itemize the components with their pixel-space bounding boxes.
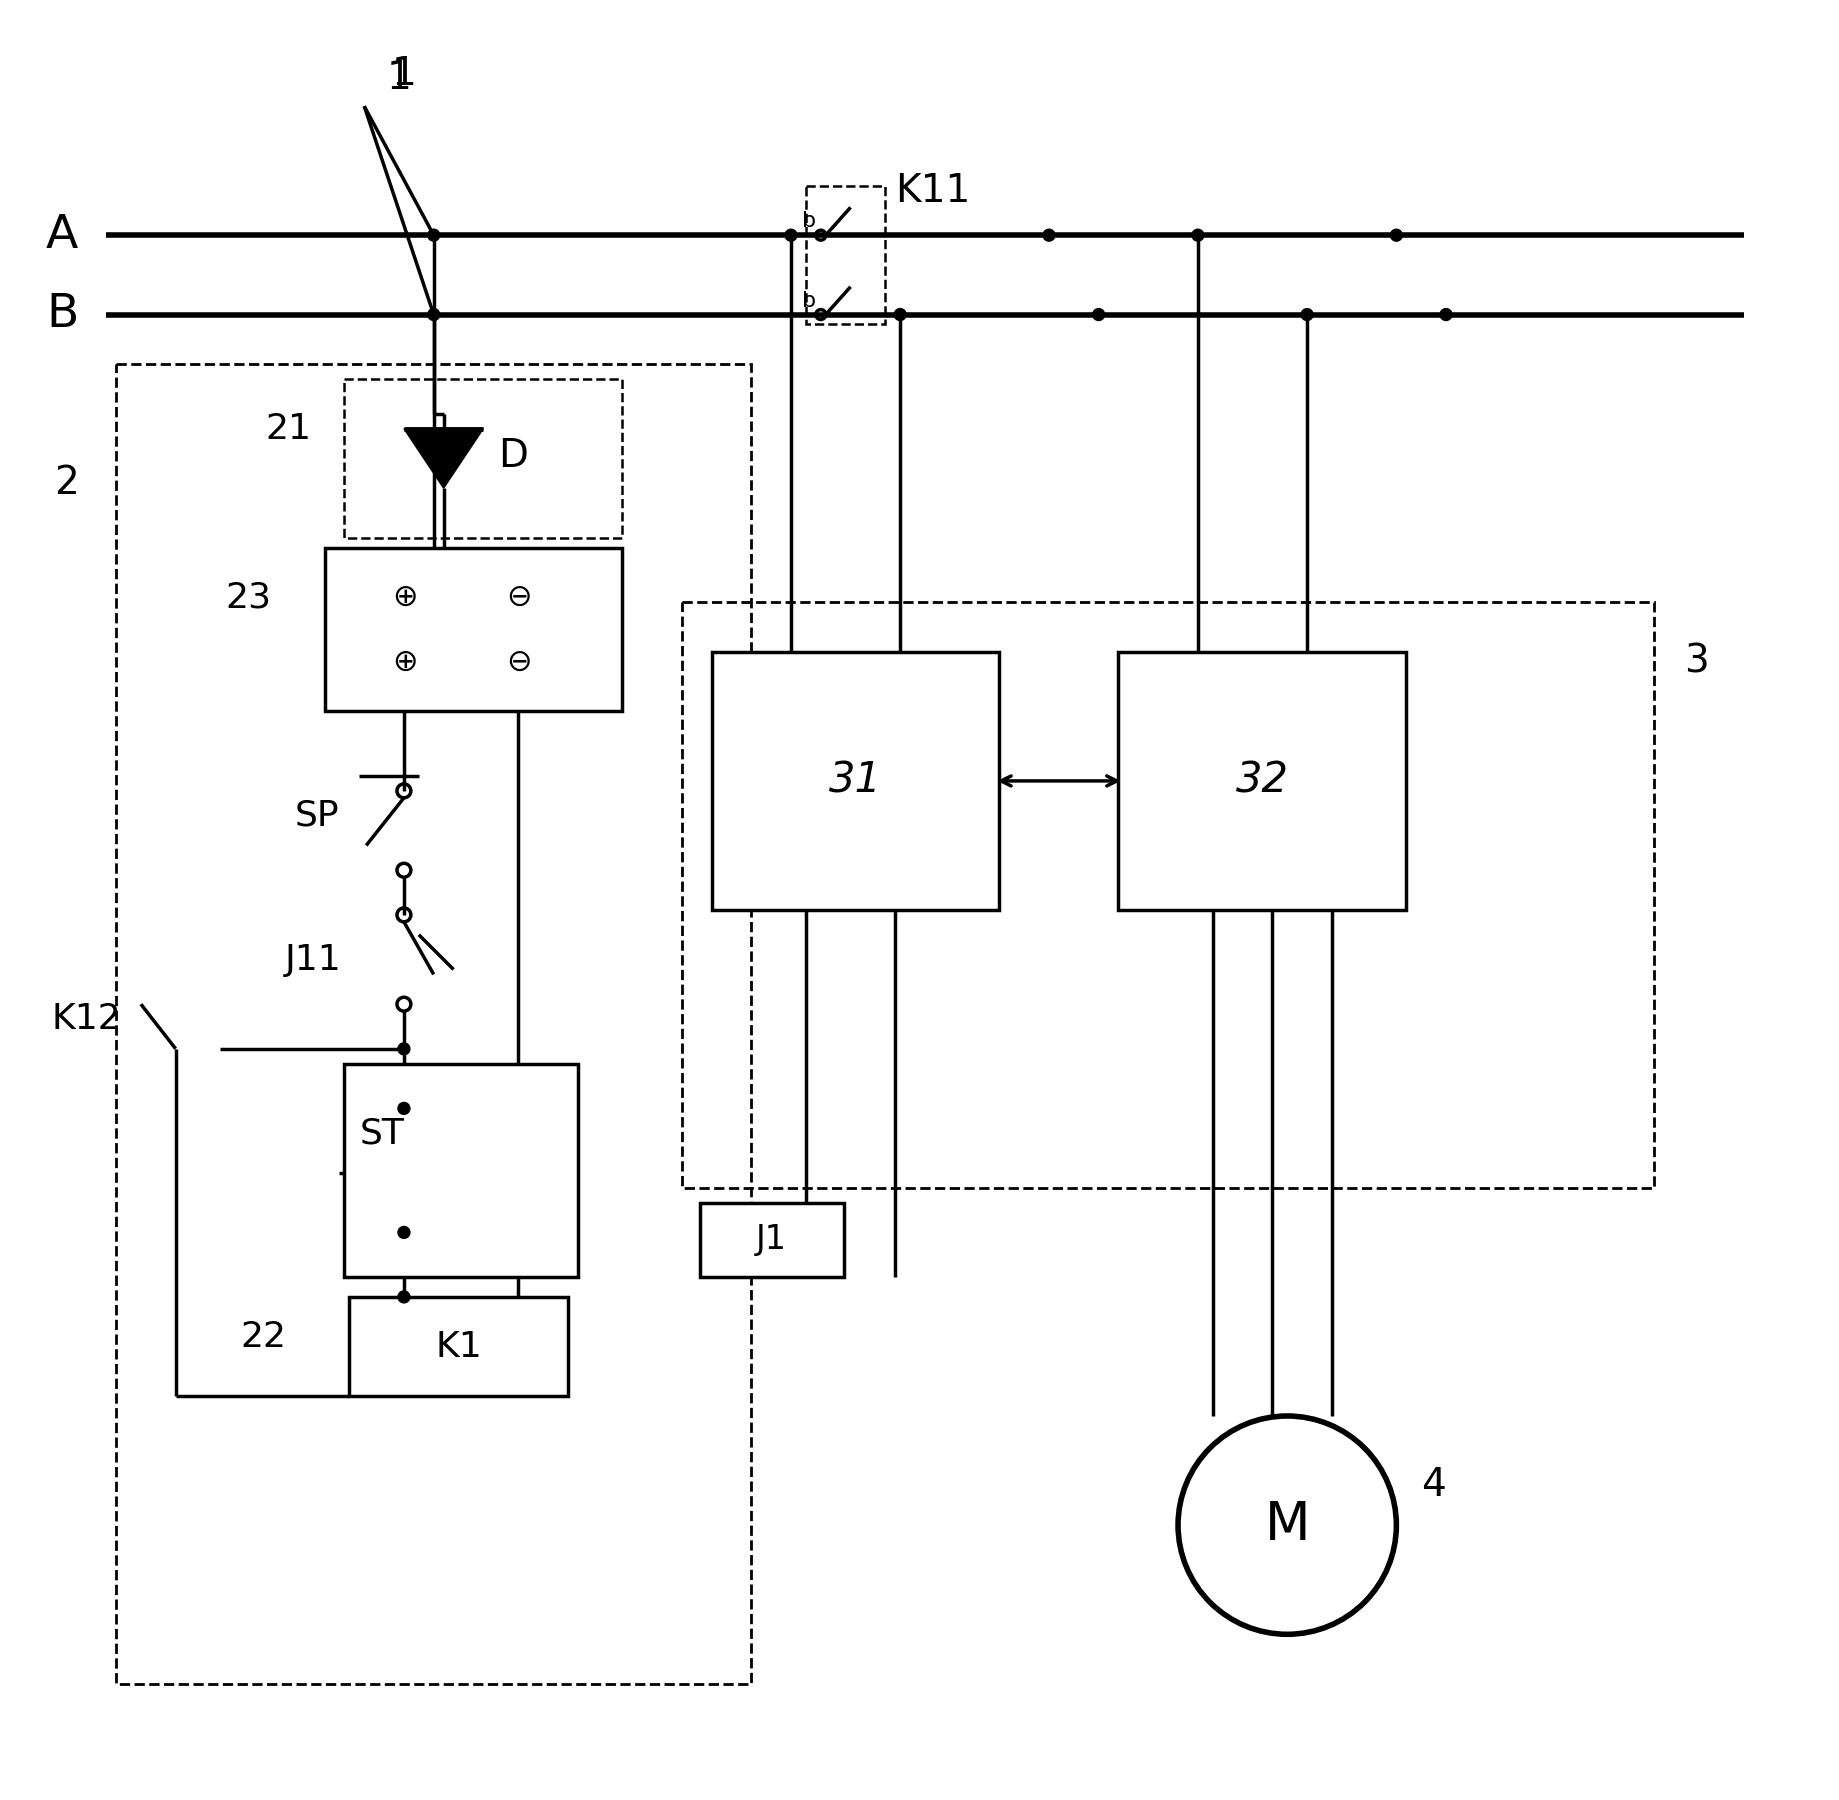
Text: K11: K11 xyxy=(896,171,969,209)
Text: 1: 1 xyxy=(392,56,416,94)
Text: 1: 1 xyxy=(386,59,412,97)
Circle shape xyxy=(894,308,905,320)
Text: 21: 21 xyxy=(265,412,311,446)
Text: $\oplus$: $\oplus$ xyxy=(392,648,416,677)
Text: b: b xyxy=(802,211,815,230)
Text: $\ominus$: $\ominus$ xyxy=(506,583,530,612)
Text: M: M xyxy=(1263,1499,1309,1552)
Circle shape xyxy=(397,1042,410,1055)
Bar xyxy=(805,185,885,324)
Text: 22: 22 xyxy=(241,1319,287,1354)
Circle shape xyxy=(1440,308,1451,320)
Text: $\ominus$: $\ominus$ xyxy=(506,648,530,677)
Text: SP: SP xyxy=(294,799,338,833)
Text: 4: 4 xyxy=(1420,1467,1445,1505)
Text: J11: J11 xyxy=(285,943,342,977)
Circle shape xyxy=(1300,308,1313,320)
Circle shape xyxy=(1043,229,1054,241)
Bar xyxy=(712,652,999,911)
Circle shape xyxy=(1390,229,1401,241)
Text: D: D xyxy=(498,437,528,475)
Text: 2: 2 xyxy=(53,464,79,502)
Bar xyxy=(344,380,622,538)
Text: ST: ST xyxy=(359,1116,405,1150)
Text: 23: 23 xyxy=(224,580,270,614)
Circle shape xyxy=(427,229,440,241)
Text: K12: K12 xyxy=(51,1003,121,1037)
Text: J1: J1 xyxy=(756,1224,787,1256)
Circle shape xyxy=(427,308,440,320)
Polygon shape xyxy=(405,428,484,488)
Circle shape xyxy=(397,1291,410,1303)
Bar xyxy=(344,1064,577,1276)
Circle shape xyxy=(785,229,796,241)
Text: 31: 31 xyxy=(829,760,881,803)
Text: K1: K1 xyxy=(434,1330,482,1364)
Text: A: A xyxy=(46,212,79,257)
Text: $\oplus$: $\oplus$ xyxy=(392,583,416,612)
Bar xyxy=(324,547,622,711)
Bar xyxy=(349,1298,568,1397)
Circle shape xyxy=(1092,308,1103,320)
Circle shape xyxy=(397,1102,410,1114)
Text: b: b xyxy=(802,290,815,311)
Text: 32: 32 xyxy=(1236,760,1287,803)
Bar xyxy=(1118,652,1405,911)
Bar xyxy=(682,603,1653,1188)
Circle shape xyxy=(397,1226,410,1238)
Bar xyxy=(699,1202,842,1276)
Text: 3: 3 xyxy=(1683,643,1708,680)
Circle shape xyxy=(1192,229,1203,241)
Bar xyxy=(116,364,750,1685)
Text: B: B xyxy=(46,292,79,337)
